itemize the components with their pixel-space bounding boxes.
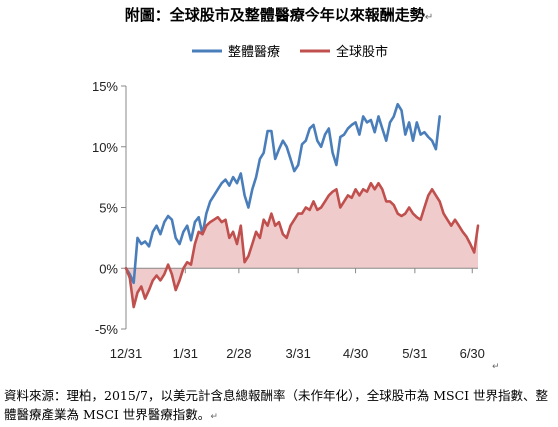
legend: 整體醫療 全球股市 [192,44,388,60]
x-tick-label: 5/31 [402,346,427,361]
series-lines [124,102,480,309]
x-tick-label: 1/31 [173,346,198,361]
axes: 15% 10% 5% 0% -5% 12/31 1/31 2/28 3/31 4/30 5/31 6/… [92,79,485,361]
source-note: 資料來源：理柏，2015/7，以美元計含息總報酬率（未作年化），全球股市為 MS… [4,386,556,427]
source-paragraph-mark-icon: ↵ [210,412,218,422]
chart-title: 附圖：全球股市及整體醫療今年以來報酬走勢↵ [0,4,558,25]
x-tick-label: 3/31 [286,346,311,361]
x-tick-label: 2/28 [226,346,251,361]
x-tick-label: 4/30 [343,346,368,361]
x-tick-label: 12/31 [110,346,143,361]
y-tick-label: 15% [92,79,118,94]
chart-title-text: 附圖：全球股市及整體醫療今年以來報酬走勢 [124,6,425,24]
legend-label: 全球股市 [336,44,388,60]
y-tick-label: 0% [99,261,118,276]
chart-svg: 整體醫療 全球股市 15% 10% 5% 0% -5% 12/31 1/31 2/28 3/31 4… [92,44,485,361]
series-line [124,102,442,285]
series-line [124,181,480,309]
y-tick-label: 5% [99,201,118,216]
y-tick-label: -5% [95,322,119,337]
source-note-text: 資料來源：理柏，2015/7，以美元計含息總報酬率（未作年化），全球股市為 MS… [4,388,549,422]
x-tick-label: 6/30 [460,346,485,361]
y-tick-label: 10% [92,140,118,155]
area-fills [126,183,478,308]
paragraph-mark-icon: ↵ [424,12,434,23]
chart-paragraph-mark-icon: ↵ [492,362,500,372]
series-area-fill [126,183,478,308]
legend-label: 整體醫療 [228,45,280,60]
